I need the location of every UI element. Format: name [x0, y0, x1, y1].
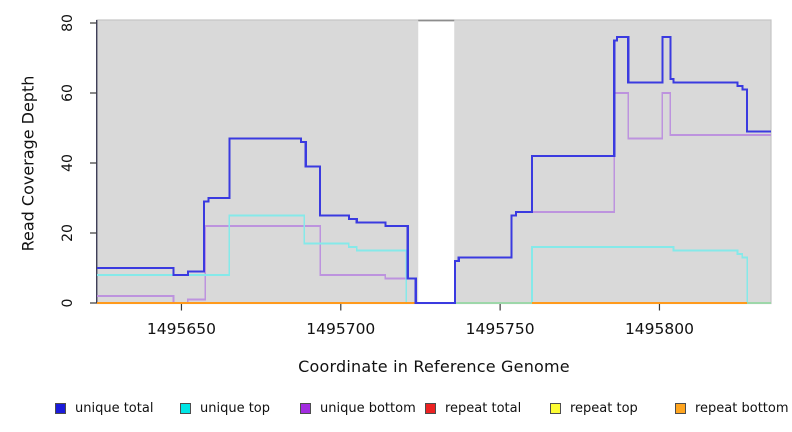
legend-swatch-repeat-top	[550, 402, 561, 414]
x-tick-label: 1495800	[625, 320, 694, 338]
x-tick-label: 1495700	[306, 320, 375, 338]
legend: unique total unique top unique bottom repea…	[0, 399, 792, 419]
legend-swatch-unique-top	[180, 402, 191, 414]
y-tick-label: 40	[60, 154, 76, 172]
y-tick-label: 80	[60, 14, 76, 32]
legend-swatch-repeat-total	[425, 402, 436, 414]
x-tick-label: 1495650	[147, 320, 216, 338]
legend-item-repeat-total: repeat total	[425, 399, 521, 417]
legend-item-unique-top: unique top	[180, 399, 270, 417]
legend-item-unique-bottom: unique bottom	[300, 399, 416, 417]
no-data-gap	[418, 20, 455, 304]
legend-item-repeat-bottom: repeat bottom	[675, 399, 789, 417]
x-tick-label: 1495750	[466, 320, 535, 338]
legend-label: unique bottom	[320, 400, 416, 416]
y-axis-title: Read Coverage Depth	[18, 75, 38, 252]
x-axis-title: Coordinate in Reference Genome	[298, 357, 570, 376]
legend-swatch-unique-total	[55, 402, 66, 414]
series-unique-total	[97, 35, 771, 305]
y-tick-label: 60	[60, 84, 76, 102]
legend-item-repeat-top: repeat top	[550, 399, 638, 417]
y-tick-label: 20	[60, 224, 76, 242]
legend-label: repeat top	[570, 400, 638, 416]
legend-swatch-repeat-bottom	[675, 402, 686, 414]
legend-label: repeat total	[445, 400, 522, 416]
legend-item-unique-total: unique total	[55, 399, 153, 417]
legend-swatch-unique-bottom	[300, 402, 311, 414]
legend-label: unique top	[200, 400, 271, 416]
y-tick-label: 0	[60, 299, 76, 308]
legend-label: repeat bottom	[695, 400, 789, 416]
legend-label: unique total	[75, 400, 154, 416]
